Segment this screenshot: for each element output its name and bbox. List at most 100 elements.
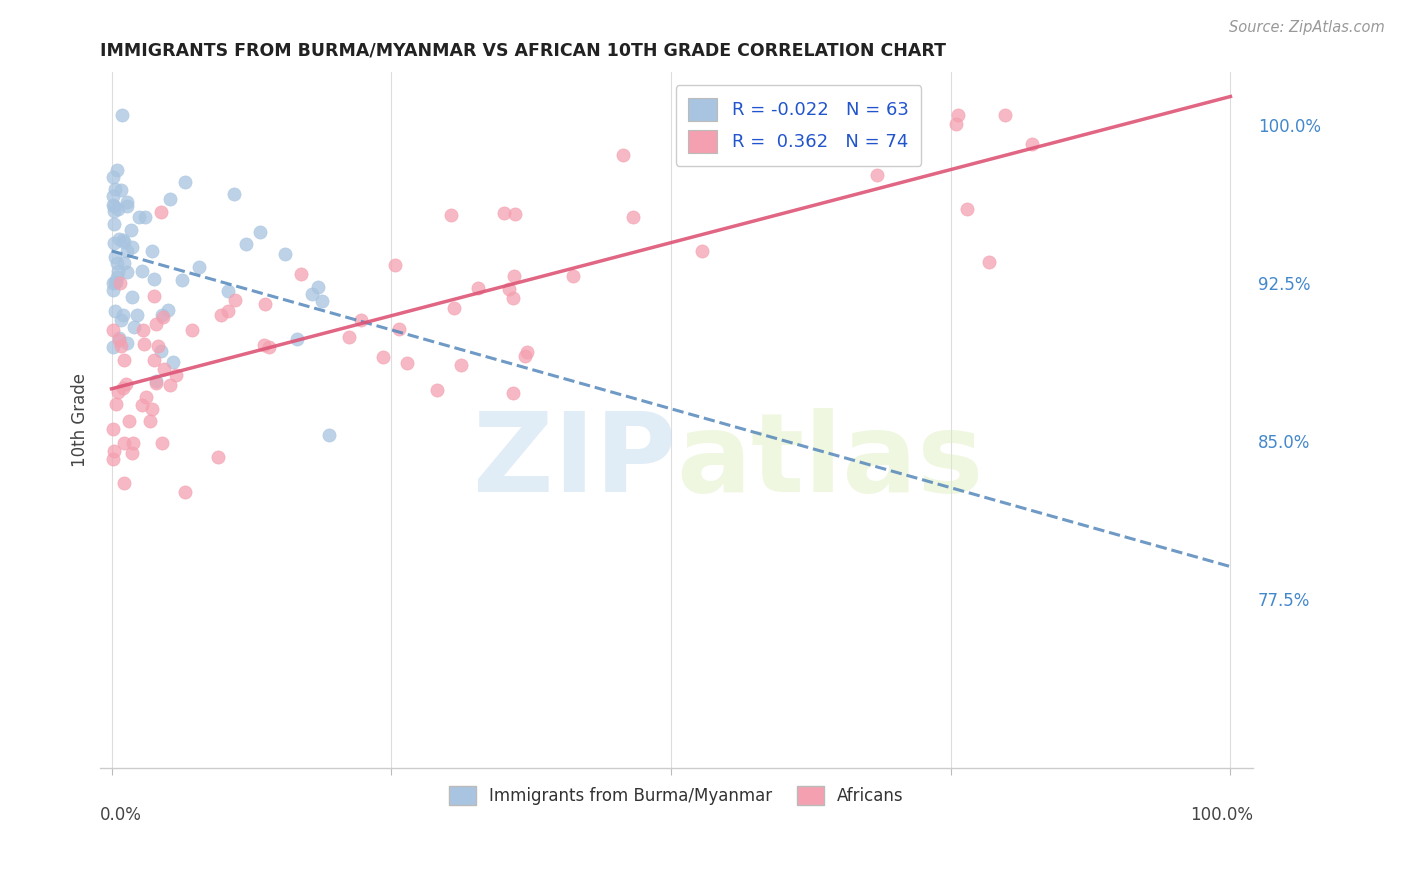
Point [515,349,537,363]
Point [956,202,979,216]
Point [101,198,124,212]
Point [103,204,125,219]
Point [118,414,141,428]
Point [373,350,395,364]
Point [104,276,127,290]
Point [132,323,155,337]
Point [503,207,526,221]
Point [112,435,135,450]
Point [253,297,276,311]
Point [152,310,174,324]
Point [104,397,127,411]
Point [110,313,132,327]
Point [562,268,585,283]
Point [159,377,181,392]
Point [209,308,232,322]
Text: atlas: atlas [676,409,984,516]
Point [107,384,129,399]
Point [108,331,131,345]
Point [141,244,163,259]
Point [979,255,1001,269]
Point [174,175,197,189]
Point [690,244,713,259]
Point [945,117,967,131]
Point [107,264,129,278]
Point [188,260,211,275]
Point [104,304,127,318]
Point [253,338,276,352]
Point [217,304,239,318]
Point [307,280,329,294]
Point [127,308,149,322]
Point [162,355,184,369]
Point [257,340,280,354]
Point [103,444,125,458]
Point [111,308,134,322]
Point [440,208,463,222]
Point [516,344,538,359]
Point [384,258,406,272]
Point [111,234,134,248]
Point [122,319,145,334]
Point [1021,136,1043,151]
Point [207,450,229,465]
Point [142,272,165,286]
Point [111,107,134,121]
Point [150,436,173,450]
Point [224,293,246,307]
Point [145,376,167,391]
Point [388,322,411,336]
Point [112,475,135,490]
Point [181,323,204,337]
Point [112,235,135,249]
Point [101,283,124,297]
Point [117,194,139,209]
Point [101,340,124,354]
Point [104,250,127,264]
Point [612,148,634,162]
Point [159,192,181,206]
Point [110,338,132,352]
Point [173,485,195,500]
Point [131,264,153,278]
Point [115,377,138,392]
Point [103,277,125,291]
Point [112,381,135,395]
Point [290,267,312,281]
Point [150,204,173,219]
Point [502,291,524,305]
Point [131,398,153,412]
Point [157,302,180,317]
Point [170,273,193,287]
Point [115,199,138,213]
Point [494,206,516,220]
Point [467,281,489,295]
Point [132,337,155,351]
Point [121,290,143,304]
Point [110,184,132,198]
Point [142,352,165,367]
Point [994,107,1017,121]
Point [946,107,969,121]
Point [249,225,271,239]
Point [103,217,125,231]
Point [121,240,143,254]
Point [337,330,360,344]
Point [165,368,187,383]
Point [122,435,145,450]
Point [108,277,131,291]
Point [120,223,142,237]
Point [105,256,128,270]
Point [104,181,127,195]
Point [141,401,163,416]
Point [153,362,176,376]
Point [150,343,173,358]
Point [502,386,524,401]
Point [450,359,472,373]
Point [139,414,162,428]
Point [103,452,125,467]
Point [866,168,889,182]
Point [101,189,124,203]
Point [115,336,138,351]
Point [134,210,156,224]
